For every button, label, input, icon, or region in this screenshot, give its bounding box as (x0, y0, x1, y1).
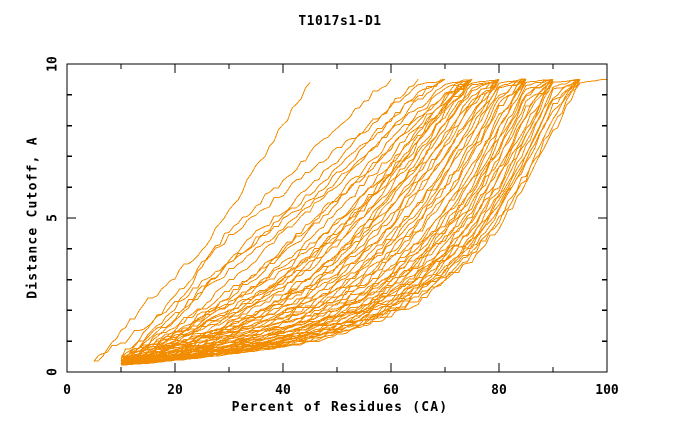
x-tick-label: 100 (595, 383, 619, 398)
x-axis-label: Percent of Residues (CA) (231, 400, 449, 415)
x-tick-label: 20 (167, 383, 183, 398)
x-tick-label: 60 (383, 383, 399, 398)
chart-title: T1017s1-D1 (298, 14, 382, 29)
axis-tick-labels: 0 20 40 60 80 100 0 5 10 (46, 56, 619, 398)
x-tick-label: 80 (491, 383, 507, 398)
y-tick-label: 5 (46, 214, 61, 222)
data-curves (93, 78, 607, 366)
y-tick-label: 10 (46, 56, 61, 72)
x-tick-label: 0 (63, 383, 71, 398)
x-tick-label: 40 (275, 383, 291, 398)
axis-frame (66, 63, 608, 373)
y-tick-label: 0 (46, 368, 61, 376)
